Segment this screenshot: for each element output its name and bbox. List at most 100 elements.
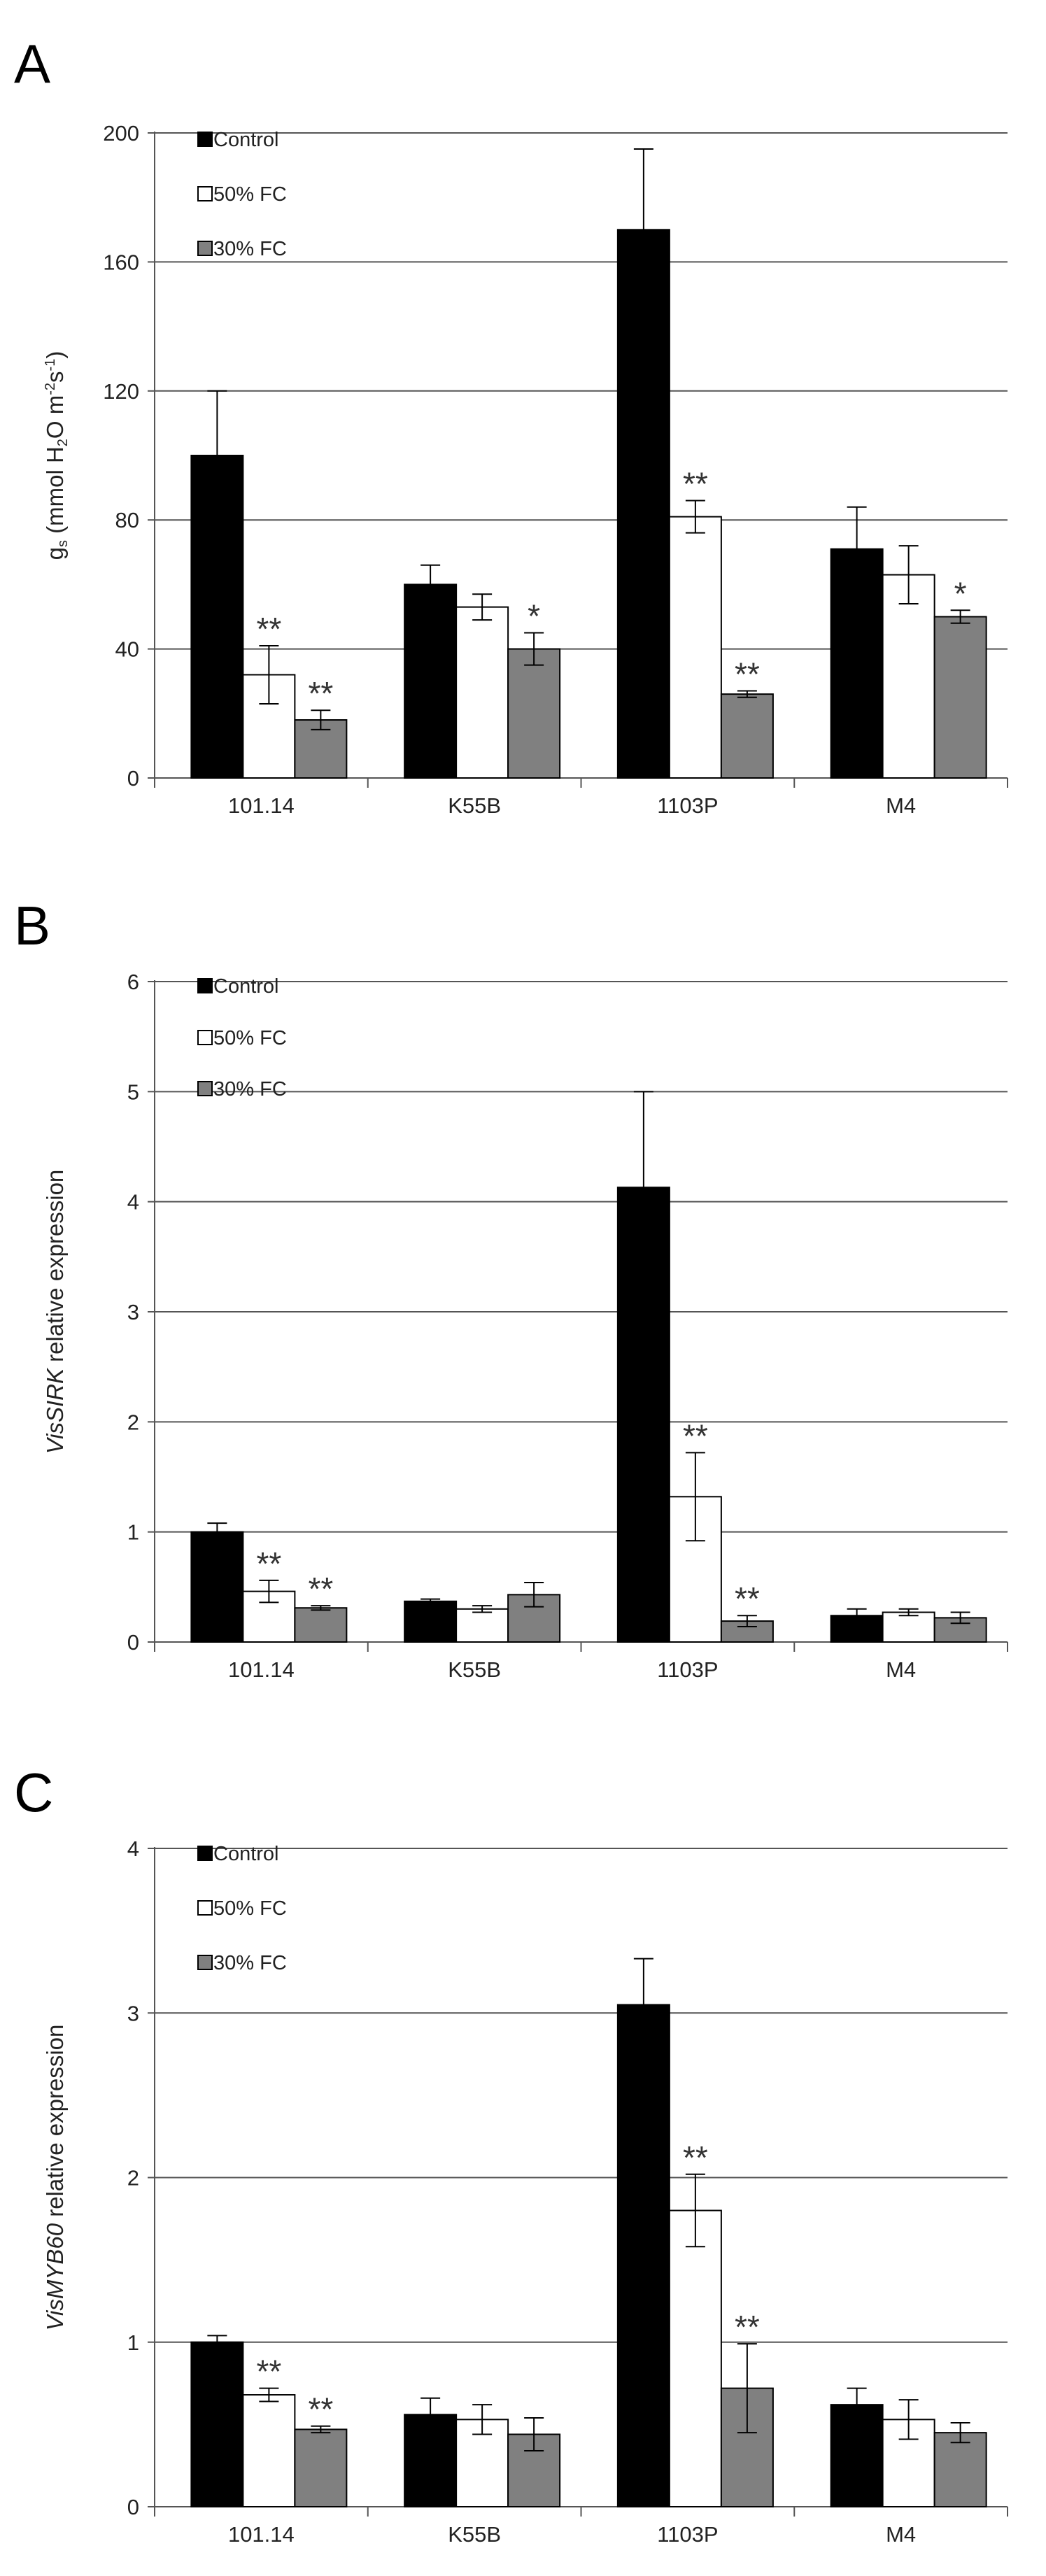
x-tick-label: M4 (886, 793, 916, 818)
y-tick-label: 80 (115, 508, 139, 532)
legend-label: 50% FC (213, 1897, 287, 1920)
legend-swatch (197, 132, 213, 147)
y-tick-label: 5 (127, 1080, 139, 1104)
legend-swatch (197, 978, 213, 993)
significance-mark: ** (308, 2391, 333, 2428)
bar (882, 574, 935, 779)
bar (507, 648, 561, 779)
bar (933, 616, 987, 779)
bar (190, 2341, 244, 2507)
significance-mark: ** (735, 2309, 760, 2345)
panel-letter: C (14, 1762, 53, 1823)
chart-panel-b: B 0 1 2 3 4 5 6 VisSIRK relative expression 101.1… (14, 895, 1008, 1682)
y-tick-label: 6 (127, 970, 139, 994)
significance-mark: * (954, 575, 967, 611)
bar (616, 2004, 670, 2508)
legend-label: 30% FC (213, 1952, 287, 1974)
y-tick-label: 2 (127, 2166, 139, 2191)
y-tick-label: 3 (127, 2001, 139, 2025)
significance-mark: ** (683, 1417, 708, 1454)
significance-mark: ** (308, 675, 333, 712)
legend-label: Control (213, 129, 279, 151)
y-tick-label: 120 (103, 379, 139, 404)
legend-label: Control (213, 1843, 279, 1865)
legend-swatch (197, 1955, 213, 1970)
significance-mark: * (528, 598, 540, 635)
y-tick-label: 0 (127, 2495, 139, 2519)
legend-label: 30% FC (213, 238, 287, 260)
y-axis-label-gene: VisMYB60 (42, 2223, 68, 2330)
x-tick-label: M4 (886, 1657, 916, 1682)
x-tick-label: K55B (448, 2522, 501, 2547)
bar (455, 606, 509, 779)
significance-mark: ** (735, 1580, 760, 1617)
significance-mark: ** (735, 656, 760, 693)
legend: Control 50% FC 30% FC (197, 129, 287, 260)
x-tick-label: K55B (448, 793, 501, 818)
panel-letter: A (14, 33, 50, 94)
y-tick-label: 200 (103, 121, 139, 146)
bar (294, 1607, 348, 1643)
significance-mark: ** (256, 2354, 281, 2390)
x-tick-label: M4 (886, 2522, 916, 2547)
legend-swatch (197, 1846, 213, 1861)
y-tick-label: 1 (127, 1520, 139, 1545)
bar (294, 2428, 348, 2508)
chart-panel-c: C 0 1 2 3 4 VisMYB60 relative expression 101.14… (14, 1762, 1008, 2547)
bar (404, 583, 458, 779)
legend-swatch (197, 241, 213, 256)
bar (242, 2394, 296, 2508)
label-part: s (55, 540, 71, 547)
significance-mark: ** (308, 1571, 333, 1607)
significance-mark: ** (256, 1545, 281, 1582)
bar (668, 2209, 722, 2508)
bar (933, 2432, 987, 2507)
significance-mark: ** (256, 611, 281, 647)
label-part: (mmol H (42, 446, 68, 540)
x-tick-label: 1103P (657, 1657, 718, 1682)
y-tick-label: 4 (127, 1837, 139, 1861)
y-tick-label: 4 (127, 1190, 139, 1215)
bar (882, 1611, 935, 1643)
y-tick-label: 3 (127, 1300, 139, 1324)
bar (616, 229, 670, 779)
label-part: g (42, 547, 68, 560)
y-tick-label: 1 (127, 2330, 139, 2355)
bar (404, 1600, 458, 1643)
y-axis-label: VisMYB60 relative expression (42, 2025, 68, 2331)
y-axis-label-gene: VisSIRK (42, 1367, 68, 1454)
label-part: s (42, 371, 68, 383)
x-tick-label: 1103P (657, 793, 718, 818)
panel-letter: B (14, 895, 50, 956)
legend-swatch (197, 1900, 213, 1916)
legend: Control 50% FC 30% FC (197, 975, 287, 1101)
x-tick-label: K55B (448, 1657, 501, 1682)
legend-label: 30% FC (213, 1078, 287, 1101)
label-part: -2 (43, 383, 58, 395)
bar (720, 693, 774, 779)
x-tick-label: 101.14 (228, 793, 295, 818)
bar (190, 1531, 244, 1643)
x-tick-label: 1103P (657, 2522, 718, 2547)
legend-label: 50% FC (213, 183, 287, 206)
legend-swatch (197, 1081, 213, 1096)
label-part: 2 (55, 439, 71, 446)
legend: Control 50% FC 30% FC (197, 1843, 287, 1974)
bar (455, 1608, 509, 1643)
legend-label: Control (213, 975, 279, 998)
x-tick-label: 101.14 (228, 1657, 295, 1682)
label-part: -1 (43, 359, 58, 371)
y-tick-label: 2 (127, 1410, 139, 1434)
y-axis-label-text: relative expression (42, 2025, 68, 2223)
legend-swatch (197, 1030, 213, 1045)
significance-mark: ** (683, 2139, 708, 2176)
y-axis-label-text: relative expression (42, 1170, 68, 1368)
y-tick-label: 0 (127, 766, 139, 791)
bar (668, 516, 722, 779)
label-part: ) (42, 351, 68, 359)
x-tick-label: 101.14 (228, 2522, 295, 2547)
y-tick-label: 160 (103, 250, 139, 274)
legend-label: 50% FC (213, 1027, 287, 1049)
